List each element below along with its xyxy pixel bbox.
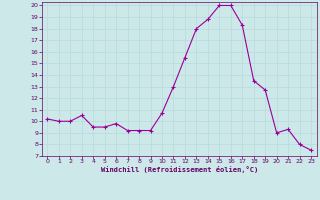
X-axis label: Windchill (Refroidissement éolien,°C): Windchill (Refroidissement éolien,°C) <box>100 166 258 173</box>
